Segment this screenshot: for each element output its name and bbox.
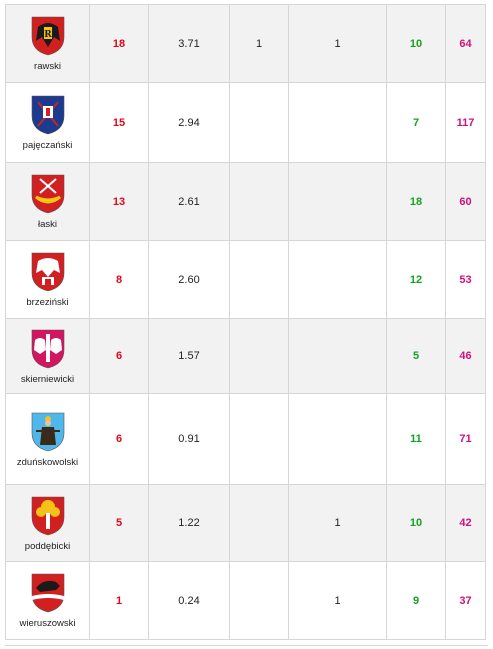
value-col6: 18 (386, 162, 446, 241)
value-col3: 0.91 (148, 393, 230, 485)
county-name: łaski (37, 219, 57, 230)
wieruszowski-crest-icon (31, 573, 64, 613)
value-col3: 0.24 (148, 561, 230, 640)
value-col7: 60 (445, 162, 486, 241)
value-col2: 5 (89, 484, 149, 562)
value-col6: 10 (386, 484, 446, 562)
value-col3: 1.22 (148, 484, 230, 562)
zdunskowolski-crest-icon (31, 412, 64, 451)
value-col5 (288, 240, 387, 319)
table-row: poddębicki 5 1.22 1 10 42 (5, 484, 486, 562)
value-col6: 5 (386, 318, 446, 394)
county-cell: brzeziński (5, 240, 90, 319)
value-col2: 8 (89, 240, 149, 319)
value-col3: 2.61 (148, 162, 230, 241)
value-col7: 71 (445, 393, 486, 485)
rawski-crest-icon: R (31, 16, 64, 56)
value-col3: 2.94 (148, 82, 230, 163)
county-name: pajęczański (22, 140, 73, 151)
laski-crest-icon (31, 174, 64, 214)
table-row: pajęczański 15 2.94 7 117 (5, 82, 486, 163)
table-row: brzeziński 8 2.60 12 53 (5, 240, 486, 319)
county-name: wieruszowski (19, 618, 76, 629)
value-col4: 1 (229, 4, 289, 83)
value-col5 (288, 318, 387, 394)
value-col7: 37 (445, 561, 486, 640)
pajeczanski-crest-icon (31, 95, 64, 135)
value-col4 (229, 162, 289, 241)
value-col4 (229, 318, 289, 394)
value-col2: 1 (89, 561, 149, 640)
table-row: skierniewicki 6 1.57 5 46 (5, 318, 486, 394)
value-col5 (288, 393, 387, 485)
skierniewicki-crest-icon (31, 329, 64, 368)
brzezinski-crest-icon (31, 252, 64, 292)
value-col5: 1 (288, 4, 387, 83)
county-cell: łaski (5, 162, 90, 241)
value-col5 (288, 162, 387, 241)
value-col5 (288, 82, 387, 163)
value-col6: 9 (386, 561, 446, 640)
county-table: R rawski 18 3.71 1 1 10 64 pajęczański 1… (5, 4, 486, 640)
table-row: R rawski 18 3.71 1 1 10 64 (5, 4, 486, 83)
value-col4 (229, 393, 289, 485)
county-cell: skierniewicki (5, 318, 90, 394)
value-col6: 7 (386, 82, 446, 163)
county-name: brzeziński (26, 297, 69, 308)
value-col6: 10 (386, 4, 446, 83)
table-row: łaski 13 2.61 18 60 (5, 162, 486, 241)
value-col2: 15 (89, 82, 149, 163)
table-row: zduńskowolski 6 0.91 11 71 (5, 393, 486, 485)
county-name: skierniewicki (20, 373, 75, 385)
value-col3: 1.57 (148, 318, 230, 394)
value-col2: 13 (89, 162, 149, 241)
value-col7: 53 (445, 240, 486, 319)
value-col2: 18 (89, 4, 149, 83)
value-col7: 42 (445, 484, 486, 562)
table-body: R rawski 18 3.71 1 1 10 64 pajęczański 1… (5, 4, 486, 640)
value-col7: 64 (445, 4, 486, 83)
table-row: wieruszowski 1 0.24 1 9 37 (5, 561, 486, 640)
value-col2: 6 (89, 393, 149, 485)
value-col3: 2.60 (148, 240, 230, 319)
value-col4 (229, 240, 289, 319)
value-col7: 117 (445, 82, 486, 163)
county-name: zduńskowolski (16, 456, 79, 468)
value-col4 (229, 82, 289, 163)
value-col6: 11 (386, 393, 446, 485)
county-cell: pajęczański (5, 82, 90, 163)
value-col2: 6 (89, 318, 149, 394)
svg-text:R: R (44, 30, 52, 40)
value-col5: 1 (288, 561, 387, 640)
county-cell: poddębicki (5, 484, 90, 562)
value-col6: 12 (386, 240, 446, 319)
county-cell: wieruszowski (5, 561, 90, 640)
table-bottom-border (5, 645, 488, 646)
value-col4 (229, 561, 289, 640)
county-name: poddębicki (24, 540, 71, 552)
value-col7: 46 (445, 318, 486, 394)
value-col5: 1 (288, 484, 387, 562)
value-col4 (229, 484, 289, 562)
value-col3: 3.71 (148, 4, 230, 83)
county-cell: R rawski (5, 4, 90, 83)
poddebicki-crest-icon (31, 496, 64, 535)
county-name: rawski (34, 61, 61, 72)
county-cell: zduńskowolski (5, 393, 90, 485)
